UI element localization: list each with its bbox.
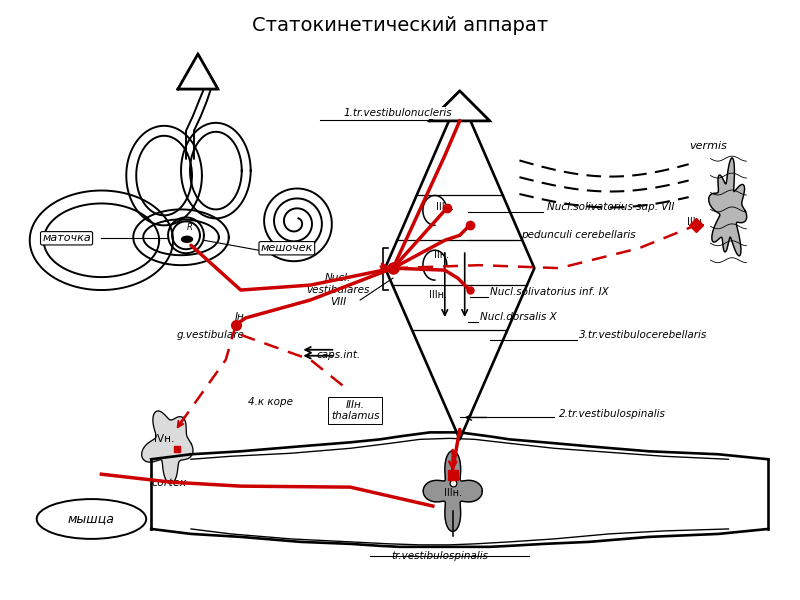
Text: vermis: vermis (690, 141, 727, 151)
Text: Iн.: Iн. (234, 312, 247, 322)
Polygon shape (178, 54, 218, 89)
Text: cortex: cortex (151, 478, 186, 488)
Text: 4.к коре: 4.к коре (248, 397, 293, 407)
Text: Nucl.dorsalis X: Nucl.dorsalis X (480, 312, 556, 322)
Polygon shape (142, 411, 193, 484)
Text: IIIн.: IIIн. (444, 488, 462, 498)
Text: IVн.: IVн. (154, 434, 174, 445)
Text: IIIн.: IIIн. (686, 217, 705, 227)
Text: 1.tr.vestibulonucleris: 1.tr.vestibulonucleris (344, 108, 452, 118)
Text: мешочек: мешочек (261, 243, 313, 253)
Text: pedunculi cerebellaris: pedunculi cerebellaris (522, 230, 636, 240)
Text: IIIн.: IIIн. (436, 202, 454, 212)
Text: Статокинетический аппарат: Статокинетический аппарат (252, 16, 548, 35)
Text: R: R (187, 223, 193, 232)
Ellipse shape (182, 236, 193, 242)
Text: IIIн.
thalamus: IIIн. thalamus (331, 400, 379, 421)
Text: IIIн.: IIIн. (429, 290, 447, 300)
Text: 2.tr.vestibulospinalis: 2.tr.vestibulospinalis (559, 409, 666, 419)
Text: Nucl.solivatorius inf. IX: Nucl.solivatorius inf. IX (490, 287, 608, 297)
Text: Nucl.solivatorius sup. VII: Nucl.solivatorius sup. VII (547, 202, 674, 212)
Polygon shape (709, 158, 746, 256)
Text: caps.int.: caps.int. (316, 350, 361, 360)
Polygon shape (430, 91, 490, 121)
Text: мышца: мышца (68, 512, 115, 526)
Text: tr.vestibulospinalis: tr.vestibulospinalis (391, 551, 488, 561)
Text: Nucl.
vestibulares
VIII: Nucl. vestibulares VIII (306, 274, 370, 307)
Text: маточка: маточка (42, 233, 91, 243)
Text: 3.tr.vestibulocerebellaris: 3.tr.vestibulocerebellaris (579, 330, 707, 340)
Polygon shape (423, 451, 482, 532)
Text: IIн.: IIн. (434, 250, 450, 260)
Text: g.vestibulare: g.vestibulare (177, 330, 245, 340)
Ellipse shape (37, 499, 146, 539)
